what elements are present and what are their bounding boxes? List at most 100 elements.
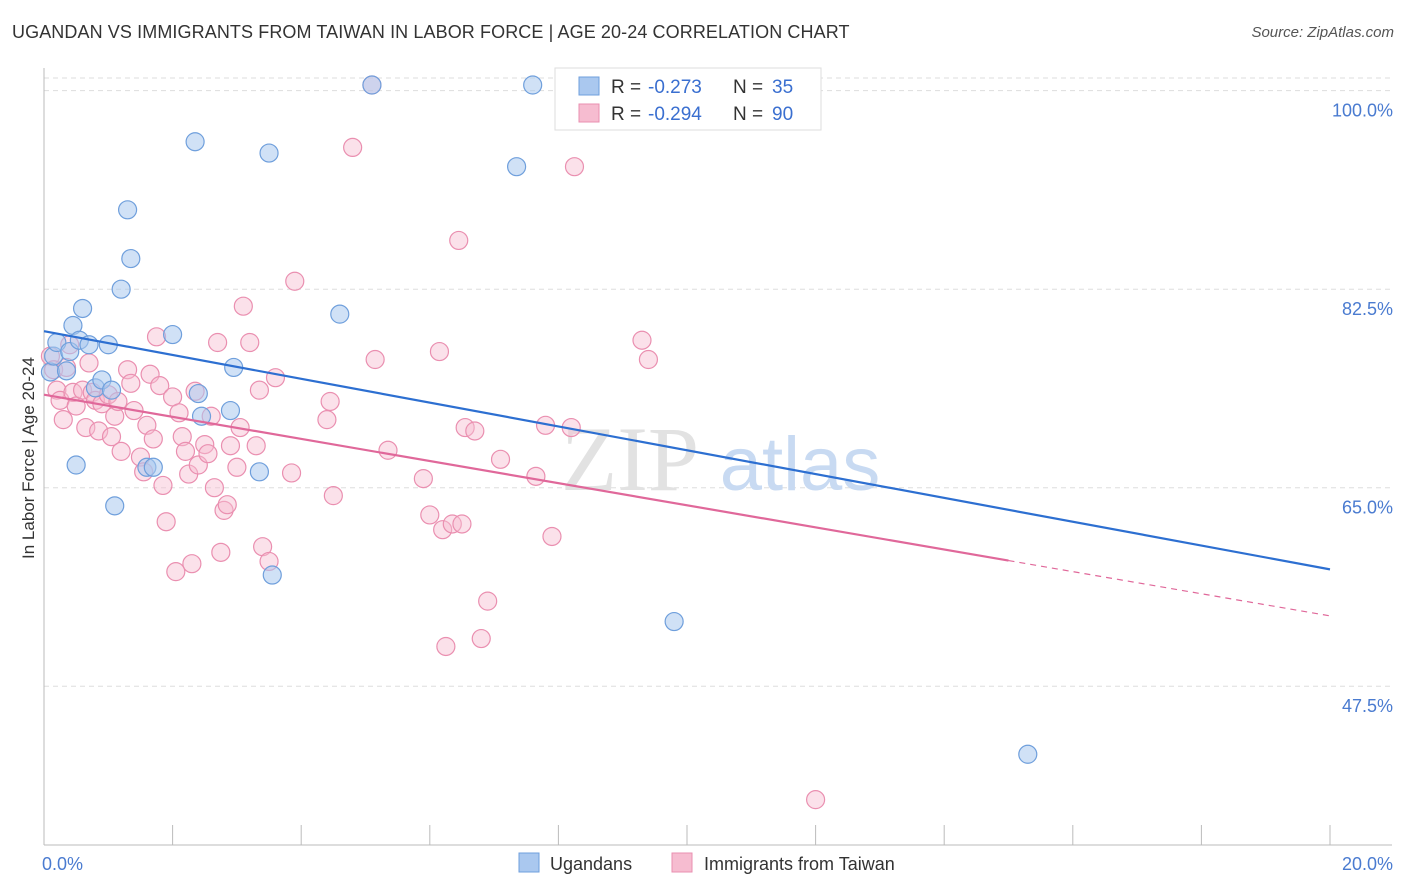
data-point-taiwan — [564, 157, 585, 177]
bottom-legend: Ugandans Immigrants from Taiwan — [518, 852, 895, 874]
data-point-ugandans — [56, 361, 77, 381]
x-tick-label: 0.0% — [42, 854, 83, 874]
trendline-taiwan-extension — [1008, 559, 1331, 617]
data-point-taiwan — [490, 449, 511, 469]
legend-n-value: 35 — [772, 77, 793, 98]
legend-n-label: N = — [733, 104, 763, 125]
data-point-ugandans — [259, 143, 279, 163]
x-tick-label: 20.0% — [1342, 854, 1393, 874]
data-point-taiwan — [182, 554, 202, 574]
legend-swatch-ugandans — [578, 76, 600, 96]
data-point-taiwan — [220, 436, 241, 456]
data-point-taiwan — [317, 410, 337, 430]
data-point-taiwan — [121, 373, 141, 393]
data-point-taiwan — [172, 427, 192, 447]
data-point-taiwan — [265, 368, 286, 388]
gridlines — [44, 77, 1392, 687]
legend-r-value: -0.273 — [648, 77, 702, 98]
data-point-ugandans — [121, 248, 141, 269]
data-point-taiwan — [111, 441, 131, 461]
data-point-taiwan — [632, 330, 652, 350]
data-point-ugandans — [111, 279, 131, 299]
legend-n-label: N = — [733, 77, 763, 98]
watermark-zip: ZIP — [561, 408, 699, 510]
data-point-taiwan — [365, 349, 385, 370]
data-point-ugandans — [330, 304, 350, 324]
data-point-ugandans — [507, 157, 527, 177]
data-point-ugandans — [163, 324, 183, 345]
bottom-legend-label-taiwan: Immigrants from Taiwan — [704, 854, 895, 874]
data-point-ugandans — [72, 298, 93, 319]
data-point-taiwan — [214, 500, 234, 520]
data-point-taiwan — [281, 463, 302, 483]
data-point-taiwan — [150, 376, 170, 396]
data-point-taiwan — [323, 486, 343, 506]
y-tick-label: 82.5% — [1342, 299, 1393, 319]
data-point-taiwan — [240, 332, 260, 353]
bottom-legend-swatch-taiwan — [671, 852, 693, 873]
tick-labels: 47.5% 65.0% 82.5% 100.0% 0.0% 20.0% — [42, 101, 1393, 874]
data-point-taiwan — [146, 327, 167, 347]
bottom-legend-swatch-ugandans — [518, 852, 540, 873]
data-point-taiwan — [101, 427, 122, 447]
series-ugandans — [40, 75, 1038, 764]
data-point-taiwan — [156, 512, 176, 532]
data-point-taiwan — [79, 353, 99, 373]
watermark: ZIP atlas — [561, 408, 880, 510]
data-point-taiwan — [452, 514, 472, 534]
data-point-taiwan — [433, 520, 453, 540]
data-point-taiwan — [420, 505, 440, 525]
legend-n-value: 90 — [772, 104, 793, 125]
data-point-taiwan — [211, 542, 231, 562]
data-point-ugandans — [143, 457, 163, 477]
data-point-taiwan — [227, 457, 247, 477]
data-point-taiwan — [204, 478, 224, 498]
data-point-taiwan — [542, 526, 562, 547]
data-point-ugandans — [101, 380, 122, 400]
data-point-taiwan — [442, 514, 462, 534]
data-point-taiwan — [153, 475, 173, 496]
data-point-taiwan — [233, 296, 253, 316]
legend-r-label: R = — [611, 77, 641, 98]
data-point-taiwan — [429, 341, 450, 362]
axes — [43, 68, 1392, 846]
data-point-taiwan — [413, 469, 433, 489]
data-point-taiwan — [285, 271, 305, 291]
watermark-atlas: atlas — [720, 422, 881, 507]
y-tick-label: 100.0% — [1332, 101, 1393, 121]
legend: R = -0.273 N = 35 R = -0.294 N = 90 — [554, 67, 822, 131]
data-point-taiwan — [478, 591, 498, 611]
trendline-taiwan — [43, 393, 1009, 562]
data-point-taiwan — [208, 332, 228, 353]
data-point-taiwan — [246, 436, 266, 456]
legend-swatch-taiwan — [578, 103, 600, 123]
data-point-ugandans — [523, 75, 543, 95]
data-point-taiwan — [526, 466, 546, 486]
data-point-taiwan — [343, 137, 363, 158]
data-point-taiwan — [249, 380, 270, 400]
data-point-taiwan — [175, 441, 196, 461]
data-point-taiwan — [320, 391, 340, 412]
data-point-ugandans — [262, 565, 282, 585]
source-credit: Source: ZipAtlas.com — [1251, 24, 1394, 41]
data-point-ugandans — [249, 462, 270, 482]
data-point-taiwan — [143, 429, 163, 449]
bottom-legend-label-ugandans: Ugandans — [550, 854, 632, 874]
data-point-ugandans — [117, 200, 138, 220]
data-point-taiwan — [638, 349, 659, 370]
data-point-taiwan — [471, 628, 491, 649]
data-point-ugandans — [1018, 744, 1038, 764]
data-point-ugandans — [188, 383, 208, 404]
data-point-ugandans — [105, 496, 125, 516]
trendlines — [43, 330, 1331, 617]
y-tick-label: 47.5% — [1342, 696, 1393, 716]
data-point-ugandans — [185, 132, 205, 152]
y-tick-label: 65.0% — [1342, 498, 1393, 518]
data-point-taiwan — [378, 440, 398, 460]
data-point-taiwan — [449, 230, 469, 251]
data-point-ugandans — [664, 611, 684, 632]
data-point-taiwan — [217, 495, 237, 515]
legend-r-label: R = — [611, 104, 641, 125]
trendline-ugandans — [43, 330, 1331, 571]
